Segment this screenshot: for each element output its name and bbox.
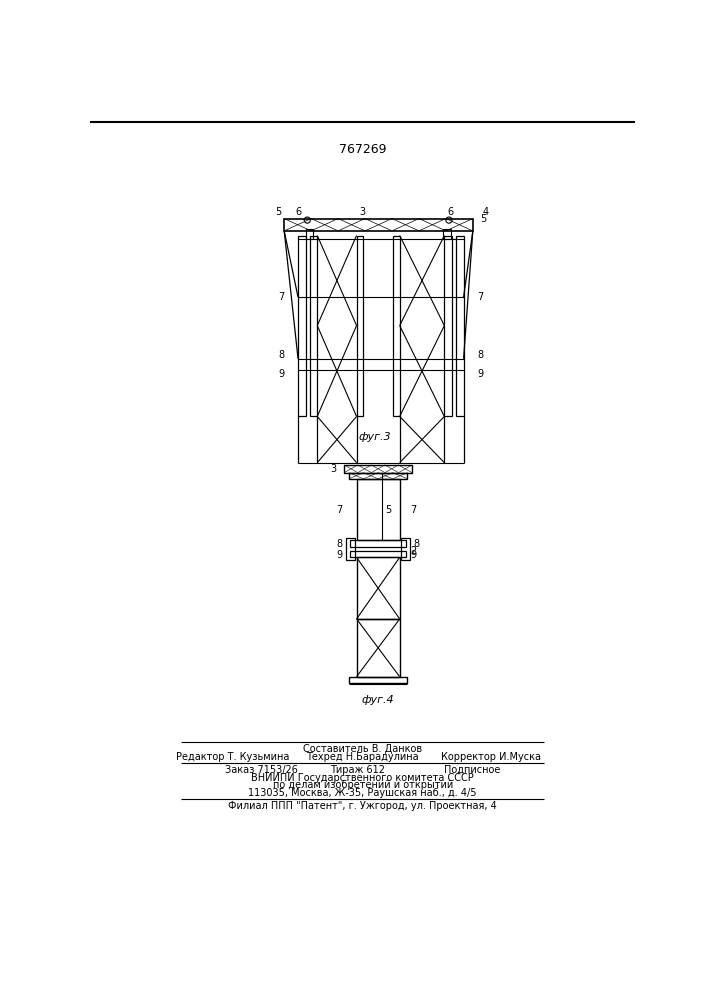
- Text: 3: 3: [360, 207, 366, 217]
- Bar: [346, 538, 355, 560]
- Text: 6: 6: [448, 207, 454, 217]
- Bar: [349, 677, 407, 683]
- Text: 7: 7: [477, 292, 484, 302]
- Text: 6: 6: [296, 207, 302, 217]
- Text: 8: 8: [337, 539, 343, 549]
- Bar: [443, 229, 450, 239]
- Text: фуг.3: фуг.3: [358, 432, 392, 442]
- Text: 9: 9: [477, 369, 484, 379]
- Text: по делам изобретений и открытий: по делам изобретений и открытий: [273, 780, 453, 790]
- Bar: [393, 235, 399, 416]
- Bar: [351, 540, 406, 547]
- Bar: [356, 557, 399, 619]
- Text: Подписное: Подписное: [444, 765, 501, 775]
- Bar: [284, 219, 473, 231]
- Text: Филиал ППП "Патент", г. Ужгород, ул. Проектная, 4: Филиал ППП "Патент", г. Ужгород, ул. Про…: [228, 801, 497, 811]
- Bar: [310, 235, 317, 416]
- Text: 8: 8: [414, 539, 420, 549]
- Text: 113035, Москва, Ж-35, Раушская наб., д. 4/5: 113035, Москва, Ж-35, Раушская наб., д. …: [248, 788, 477, 798]
- Bar: [344, 465, 412, 473]
- Bar: [402, 538, 411, 560]
- Text: 767269: 767269: [339, 143, 387, 156]
- Text: 9: 9: [411, 550, 416, 560]
- Bar: [298, 235, 305, 416]
- Text: Техред Н.Барадулина: Техред Н.Барадулина: [306, 752, 419, 762]
- Text: 7: 7: [411, 505, 416, 515]
- Bar: [444, 235, 452, 416]
- Text: фуг.4: фуг.4: [362, 695, 395, 705]
- Bar: [351, 551, 406, 557]
- Bar: [356, 235, 363, 416]
- Text: 5: 5: [385, 505, 391, 515]
- Text: Заказ 7153/26: Заказ 7153/26: [225, 765, 298, 775]
- Text: 8: 8: [278, 350, 284, 360]
- Text: 7: 7: [337, 505, 343, 515]
- Text: ВНИИПИ Государственного комитета СССР: ВНИИПИ Государственного комитета СССР: [252, 773, 474, 783]
- Text: 9: 9: [337, 550, 343, 560]
- Bar: [456, 235, 464, 416]
- Text: 2: 2: [411, 546, 416, 556]
- Text: 5: 5: [275, 207, 281, 217]
- Text: Корректор И.Муска: Корректор И.Муска: [440, 752, 541, 762]
- Text: Редактор Т. Кузьмина: Редактор Т. Кузьмина: [176, 752, 289, 762]
- Bar: [305, 229, 313, 239]
- Text: 8: 8: [477, 350, 484, 360]
- Bar: [356, 479, 399, 540]
- Text: 7: 7: [278, 292, 284, 302]
- Text: 3: 3: [330, 464, 337, 474]
- Text: 5: 5: [480, 214, 486, 224]
- Text: Тираж 612: Тираж 612: [330, 765, 385, 775]
- Bar: [356, 619, 399, 677]
- Text: 9: 9: [278, 369, 284, 379]
- Text: Составитель В. Данков: Составитель В. Данков: [303, 744, 422, 754]
- Text: 4: 4: [482, 207, 489, 217]
- Bar: [349, 473, 407, 479]
